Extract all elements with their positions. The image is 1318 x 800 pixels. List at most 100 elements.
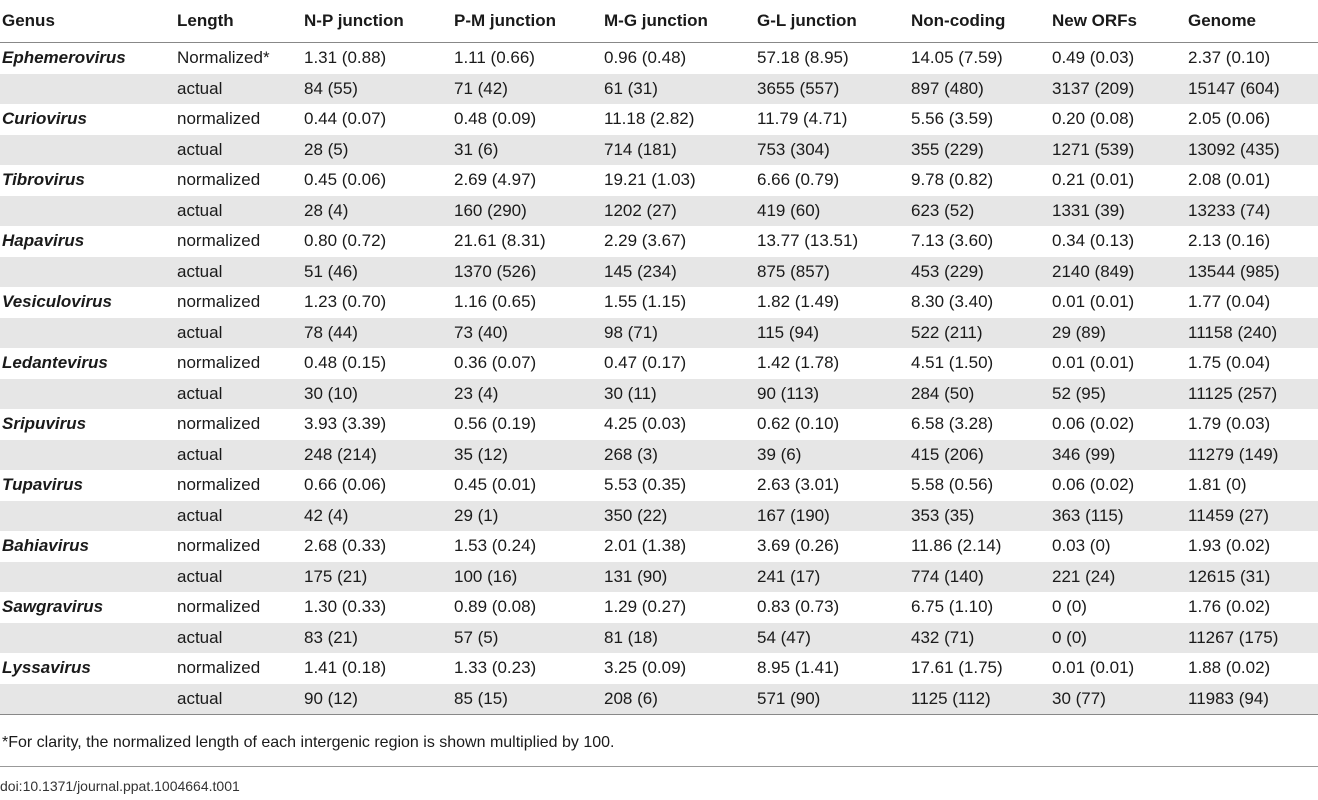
value-cell: 2.13 (0.16) bbox=[1188, 231, 1271, 251]
value-cell: 90 (12) bbox=[304, 683, 454, 715]
value-cell: 11983 (94) bbox=[1188, 683, 1318, 715]
value-cell: 42 (4) bbox=[304, 500, 454, 531]
value-cell: 0.80 (0.72) bbox=[304, 231, 387, 251]
table-row: actual 84 (55) 71 (42) 61 (31) 3655 (557) 897… bbox=[0, 73, 1318, 104]
table-row: Sawgravirus normalized 1.30 (0.33) 0.89 (0.… bbox=[0, 592, 1318, 623]
value-cell: 13544 (985) bbox=[1188, 256, 1318, 287]
length-type-cell: normalized bbox=[177, 536, 261, 556]
divider bbox=[0, 766, 1318, 767]
table-row: actual 90 (12) 85 (15) 208 (6) 571 (90) 1125 … bbox=[0, 683, 1318, 715]
value-cell: 4.51 (1.50) bbox=[911, 353, 994, 373]
value-cell: 54 (47) bbox=[757, 622, 911, 653]
table-row: actual 42 (4) 29 (1) 350 (22) 167 (190) 353 (… bbox=[0, 500, 1318, 531]
table-row: actual 28 (4) 160 (290) 1202 (27) 419 (60) 62… bbox=[0, 195, 1318, 226]
value-cell: 11267 (175) bbox=[1188, 622, 1318, 653]
value-cell: 1.81 (0) bbox=[1188, 475, 1247, 495]
genus-length-table: Genus Length N-P junction P-M junction M-G j… bbox=[0, 0, 1318, 715]
length-type-cell: normalized bbox=[177, 658, 261, 678]
value-cell: 167 (190) bbox=[757, 500, 911, 531]
value-cell: 0 (0) bbox=[1052, 622, 1188, 653]
value-cell: 1.93 (0.02) bbox=[1188, 536, 1271, 556]
length-type-cell: actual bbox=[177, 73, 304, 104]
value-cell: 0.49 (0.03) bbox=[1052, 48, 1135, 68]
value-cell: 1.41 (0.18) bbox=[304, 658, 387, 678]
value-cell: 363 (115) bbox=[1052, 500, 1188, 531]
genus-cell: Bahiavirus bbox=[2, 536, 89, 556]
value-cell: 350 (22) bbox=[604, 500, 757, 531]
value-cell: 52 (95) bbox=[1052, 378, 1188, 409]
value-cell: 0.83 (0.73) bbox=[757, 597, 840, 617]
value-cell: 0.36 (0.07) bbox=[454, 353, 537, 373]
value-cell: 522 (211) bbox=[911, 317, 1052, 348]
value-cell: 83 (21) bbox=[304, 622, 454, 653]
value-cell: 39 (6) bbox=[757, 439, 911, 470]
value-cell: 11158 (240) bbox=[1188, 317, 1318, 348]
table-row: Ephemerovirus Normalized* 1.31 (0.88) 1.11 … bbox=[0, 43, 1318, 74]
value-cell: 11.18 (2.82) bbox=[604, 109, 695, 129]
value-cell: 81 (18) bbox=[604, 622, 757, 653]
value-cell: 1.53 (0.24) bbox=[454, 536, 537, 556]
value-cell: 0.06 (0.02) bbox=[1052, 475, 1135, 495]
table-row: Ledantevirus normalized 0.48 (0.15) 0.36 (0… bbox=[0, 348, 1318, 379]
value-cell: 84 (55) bbox=[304, 73, 454, 104]
value-cell: 1.23 (0.70) bbox=[304, 292, 387, 312]
value-cell: 160 (290) bbox=[454, 195, 604, 226]
table-row: Bahiavirus normalized 2.68 (0.33) 1.53 (0.2… bbox=[0, 531, 1318, 562]
value-cell: 1.42 (1.78) bbox=[757, 353, 840, 373]
value-cell: 175 (21) bbox=[304, 561, 454, 592]
value-cell: 11279 (149) bbox=[1188, 439, 1318, 470]
value-cell: 29 (1) bbox=[454, 500, 604, 531]
genus-cell bbox=[0, 561, 177, 592]
value-cell: 100 (16) bbox=[454, 561, 604, 592]
value-cell: 71 (42) bbox=[454, 73, 604, 104]
value-cell: 9.78 (0.82) bbox=[911, 170, 994, 190]
value-cell: 0.01 (0.01) bbox=[1052, 658, 1135, 678]
table-body: Ephemerovirus Normalized* 1.31 (0.88) 1.11 … bbox=[0, 43, 1318, 715]
value-cell: 8.95 (1.41) bbox=[757, 658, 840, 678]
value-cell: 0.47 (0.17) bbox=[604, 353, 687, 373]
value-cell: 2.29 (3.67) bbox=[604, 231, 687, 251]
table-row: Vesiculovirus normalized 1.23 (0.70) 1.16 (… bbox=[0, 287, 1318, 318]
length-type-cell: normalized bbox=[177, 475, 261, 495]
value-cell: 1.77 (0.04) bbox=[1188, 292, 1271, 312]
value-cell: 453 (229) bbox=[911, 256, 1052, 287]
value-cell: 1331 (39) bbox=[1052, 195, 1188, 226]
value-cell: 714 (181) bbox=[604, 134, 757, 165]
value-cell: 2.69 (4.97) bbox=[454, 170, 537, 190]
value-cell: 241 (17) bbox=[757, 561, 911, 592]
genus-cell bbox=[0, 439, 177, 470]
value-cell: 0.20 (0.08) bbox=[1052, 109, 1135, 129]
value-cell: 1.31 (0.88) bbox=[304, 48, 387, 68]
doi-label: doi:10.1371/journal.ppat.1004664.t001 bbox=[0, 778, 240, 794]
length-type-cell: actual bbox=[177, 683, 304, 715]
value-cell: 115 (94) bbox=[757, 317, 911, 348]
value-cell: 415 (206) bbox=[911, 439, 1052, 470]
value-cell: 6.66 (0.79) bbox=[757, 170, 840, 190]
value-cell: 0.21 (0.01) bbox=[1052, 170, 1135, 190]
length-type-cell: normalized bbox=[177, 231, 261, 251]
value-cell: 0 (0) bbox=[1052, 597, 1087, 617]
genus-cell: Vesiculovirus bbox=[2, 292, 112, 312]
value-cell: 248 (214) bbox=[304, 439, 454, 470]
value-cell: 28 (4) bbox=[304, 195, 454, 226]
value-cell: 85 (15) bbox=[454, 683, 604, 715]
length-type-cell: actual bbox=[177, 256, 304, 287]
value-cell: 1.30 (0.33) bbox=[304, 597, 387, 617]
length-type-cell: actual bbox=[177, 134, 304, 165]
value-cell: 51 (46) bbox=[304, 256, 454, 287]
genus-cell bbox=[0, 195, 177, 226]
value-cell: 1.55 (1.15) bbox=[604, 292, 687, 312]
value-cell: 2140 (849) bbox=[1052, 256, 1188, 287]
value-cell: 0.96 (0.48) bbox=[604, 48, 687, 68]
column-header: Length bbox=[177, 0, 304, 43]
length-type-cell: actual bbox=[177, 317, 304, 348]
value-cell: 875 (857) bbox=[757, 256, 911, 287]
genus-cell: Lyssavirus bbox=[2, 658, 91, 678]
value-cell: 0.01 (0.01) bbox=[1052, 292, 1135, 312]
value-cell: 208 (6) bbox=[604, 683, 757, 715]
value-cell: 0.48 (0.15) bbox=[304, 353, 387, 373]
column-header: N-P junction bbox=[304, 0, 454, 43]
table-row: Lyssavirus normalized 1.41 (0.18) 1.33 (0.2… bbox=[0, 653, 1318, 684]
value-cell: 2.68 (0.33) bbox=[304, 536, 387, 556]
column-header: M-G junction bbox=[604, 0, 757, 43]
